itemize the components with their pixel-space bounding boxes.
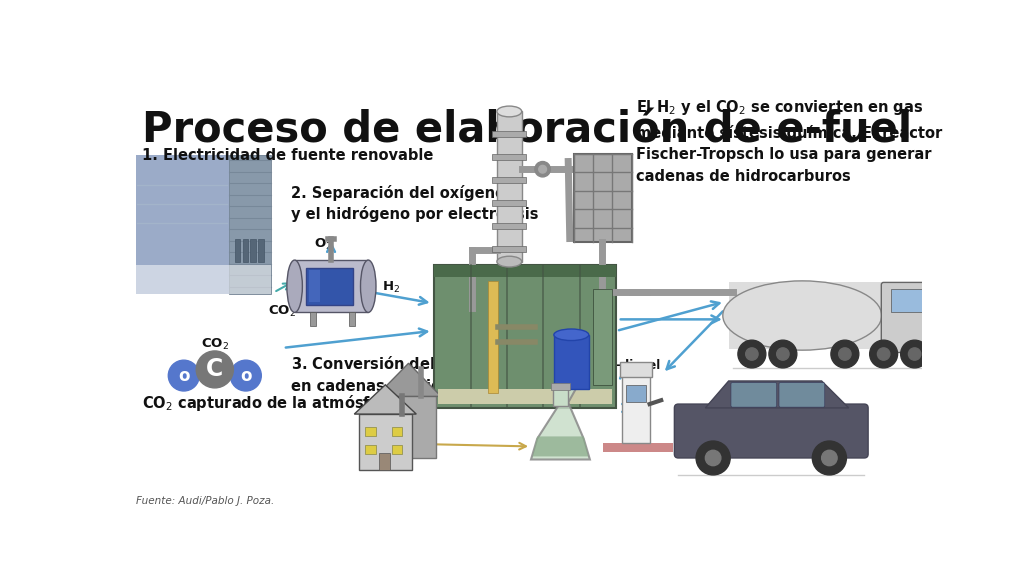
Bar [136,266,271,294]
Bar [497,112,521,262]
Ellipse shape [497,256,521,267]
Bar [366,445,376,454]
Bar [381,396,436,458]
Polygon shape [706,381,849,408]
Text: O$_2$: O$_2$ [314,237,333,252]
Ellipse shape [554,329,589,340]
FancyBboxPatch shape [882,282,936,353]
Bar [493,131,526,137]
Bar [434,266,616,277]
Bar [488,281,498,392]
Circle shape [197,351,233,388]
Bar [493,154,526,160]
FancyBboxPatch shape [779,382,824,407]
Circle shape [168,360,200,391]
Circle shape [878,348,890,360]
Bar [234,238,241,262]
Bar [379,453,390,469]
Text: o: o [240,366,252,385]
Text: CO$_2$: CO$_2$ [201,337,228,352]
Bar [391,427,402,437]
Polygon shape [354,385,417,414]
Bar [251,238,256,262]
Bar [308,270,321,302]
Text: H$_2$: H$_2$ [382,279,400,294]
Bar [729,282,884,350]
Bar [493,246,526,252]
Bar [258,238,263,262]
Bar [554,335,589,389]
Text: 1. Electricidad de fuente renovable: 1. Electricidad de fuente renovable [142,147,433,162]
Ellipse shape [723,281,882,350]
Text: Fuente: Audi/Pablo J. Poza.: Fuente: Audi/Pablo J. Poza. [136,497,274,506]
Bar [493,223,526,229]
Bar [553,389,568,406]
Bar [136,156,228,294]
Bar [603,442,673,452]
Bar [434,266,616,408]
Bar [621,362,652,377]
Bar [295,260,369,312]
Ellipse shape [360,260,376,312]
Bar [573,154,632,242]
Bar [228,156,271,294]
FancyBboxPatch shape [731,382,776,407]
Circle shape [539,165,547,173]
Bar [136,156,271,294]
Text: CO$_2$: CO$_2$ [267,304,296,319]
Bar [438,389,612,404]
Circle shape [776,348,790,360]
Bar [623,373,649,442]
Bar [493,200,526,206]
Polygon shape [376,363,441,396]
Circle shape [869,340,898,368]
Ellipse shape [497,106,521,117]
Polygon shape [532,437,589,456]
Text: 2. Separación del oxígeno
y el hidrógeno por electrólisis: 2. Separación del oxígeno y el hidrógeno… [291,185,539,222]
Bar [310,312,316,326]
Bar [391,445,402,454]
Circle shape [830,340,859,368]
Bar [243,238,248,262]
Text: CO$_2$ capturado de la atmósfera: CO$_2$ capturado de la atmósfera [142,392,397,412]
Circle shape [706,450,721,465]
Bar [366,427,376,437]
Text: o: o [178,366,189,385]
Bar [891,289,923,312]
Bar [359,414,412,469]
Ellipse shape [287,260,302,312]
Text: e-diesel: e-diesel [608,359,660,373]
Bar [593,289,612,385]
Text: Proceso de elaboración de e-fuel: Proceso de elaboración de e-fuel [142,109,912,151]
Bar [349,312,355,326]
Circle shape [230,360,261,391]
Circle shape [696,441,730,475]
Circle shape [738,340,766,368]
Polygon shape [531,389,590,460]
FancyBboxPatch shape [675,404,868,458]
Circle shape [908,348,921,360]
Bar [626,385,646,402]
Circle shape [535,161,550,177]
Circle shape [812,441,847,475]
Text: C: C [206,358,223,381]
Circle shape [769,340,797,368]
Circle shape [821,450,838,465]
Text: El H$_2$ y el CO$_2$ se convierten en gas
mediante sístesis química. El reactor
: El H$_2$ y el CO$_2$ se convierten en ga… [636,98,942,184]
Circle shape [745,348,758,360]
Text: 3. Conversión del CO$_2$ y el H$_2$
en cadenas de hidrocarburos: 3. Conversión del CO$_2$ y el H$_2$ en c… [291,354,531,394]
Bar [306,268,352,305]
Bar [493,177,526,183]
Circle shape [901,340,929,368]
Circle shape [839,348,851,360]
Bar [551,382,569,390]
